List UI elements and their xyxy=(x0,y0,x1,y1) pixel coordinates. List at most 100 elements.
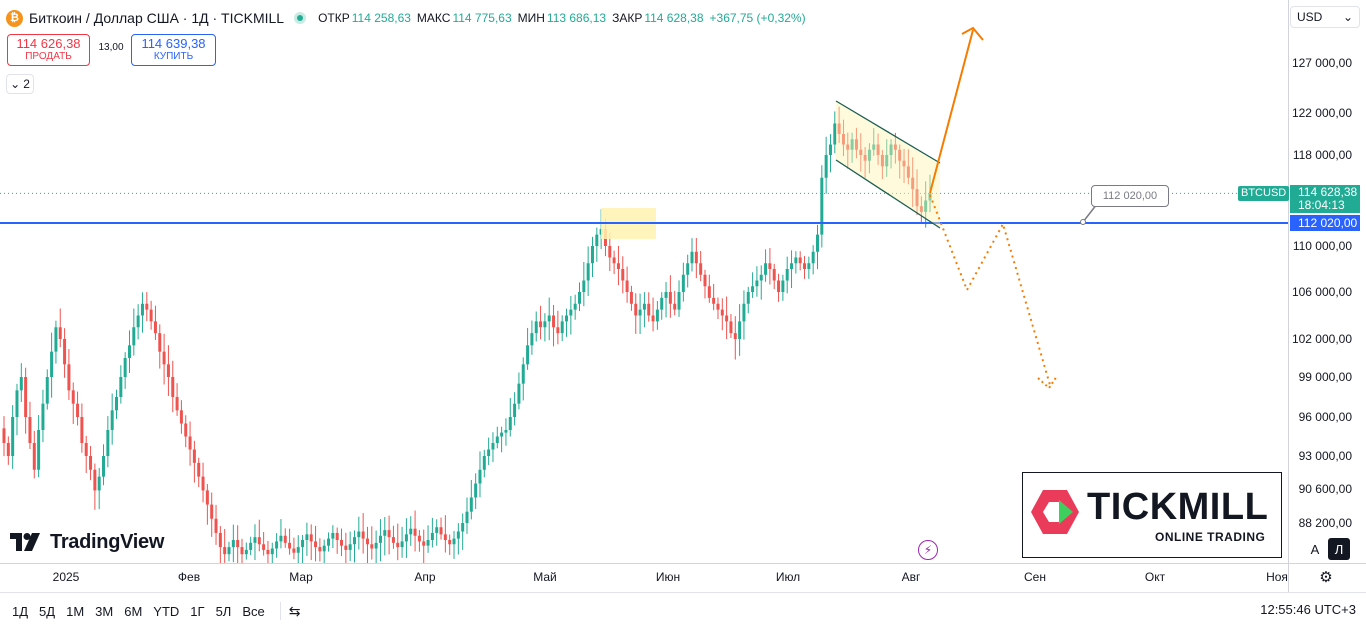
candle-body xyxy=(223,547,227,555)
candle-body xyxy=(677,292,681,310)
candle-body xyxy=(318,547,322,552)
level-callout[interactable]: 112 020,00 xyxy=(1091,185,1169,207)
candle xyxy=(811,245,815,275)
candle xyxy=(378,519,382,562)
candle-body xyxy=(785,269,789,281)
candle-body xyxy=(153,321,157,334)
candle xyxy=(474,473,478,509)
tickmill-logo: TICKMILL ONLINE TRADING xyxy=(1022,472,1282,558)
candle-body xyxy=(690,251,694,264)
candle xyxy=(573,294,577,320)
candle-body xyxy=(759,274,763,281)
date-tick-label: Июл xyxy=(775,570,801,584)
period-1d[interactable]: 1Д xyxy=(12,603,29,619)
candle-body xyxy=(703,274,707,287)
candle-body xyxy=(270,548,274,555)
period-3m[interactable]: 3М xyxy=(95,603,114,619)
symbol-title[interactable]: Биткоин / Доллар США · 1Д · TICKMILL xyxy=(29,10,285,26)
candle xyxy=(214,504,218,545)
candle xyxy=(552,305,556,347)
candle-body xyxy=(694,251,698,264)
candle-body xyxy=(89,456,93,470)
candle xyxy=(149,300,153,330)
indicators-collapse-button[interactable]: ⌄ 2 xyxy=(6,74,34,94)
price-tick-label: 118 000,00 xyxy=(1292,148,1352,162)
candle xyxy=(309,524,313,561)
candle xyxy=(374,530,378,563)
candle-body xyxy=(867,149,871,161)
candle xyxy=(314,525,318,562)
candle xyxy=(461,513,465,550)
candle-body xyxy=(893,144,897,150)
candle-body xyxy=(573,303,577,310)
candle xyxy=(543,313,547,342)
candle-body xyxy=(413,528,417,536)
candle xyxy=(500,426,504,453)
close-label: ЗАКР xyxy=(612,11,643,25)
candle xyxy=(504,418,508,446)
candle xyxy=(815,224,819,270)
candle xyxy=(417,530,421,552)
candle-body xyxy=(547,315,551,322)
candle xyxy=(270,542,274,563)
candle-body xyxy=(24,377,28,417)
candle-body xyxy=(716,303,720,310)
candle xyxy=(456,523,460,555)
buy-button[interactable]: 114 639,38 КУПИТЬ xyxy=(131,34,216,66)
auto-scale-button[interactable]: A xyxy=(1310,541,1320,557)
candle-body xyxy=(578,292,582,304)
log-scale-button[interactable]: Л xyxy=(1328,538,1350,560)
clock[interactable]: 12:55:46 UTC+3 xyxy=(1260,602,1356,617)
candle-body xyxy=(331,532,335,539)
candle-body xyxy=(210,504,214,519)
period-1m[interactable]: 1М xyxy=(66,603,85,619)
candle-body xyxy=(240,547,244,555)
candle xyxy=(478,451,482,498)
candle-body xyxy=(400,541,404,548)
candle xyxy=(11,405,15,469)
candle-body xyxy=(205,490,209,505)
sell-price: 114 626,38 xyxy=(16,36,81,51)
bearish-projection-path xyxy=(929,194,1051,386)
price-tick-label: 106 000,00 xyxy=(1291,285,1352,299)
period-6m[interactable]: 6М xyxy=(124,603,143,619)
candle xyxy=(911,157,915,207)
candle xyxy=(439,517,443,540)
candle xyxy=(720,298,724,331)
settings-gear-icon[interactable]: ⚙ xyxy=(1319,569,1333,586)
period-all[interactable]: Все xyxy=(242,603,265,619)
candle-body xyxy=(755,280,759,287)
candle-body xyxy=(145,303,149,310)
candle-body xyxy=(686,263,690,275)
candle-body xyxy=(149,309,153,322)
toolbar-divider xyxy=(279,602,281,620)
candle xyxy=(84,435,88,473)
candle xyxy=(106,416,110,468)
period-1y[interactable]: 1Г xyxy=(190,603,205,619)
low-value: 113 686,13 xyxy=(546,11,607,25)
channel-lower-line xyxy=(835,159,941,229)
period-5y[interactable]: 5Л xyxy=(215,603,232,619)
candle-body xyxy=(906,166,910,178)
price-tick-label: 102 000,00 xyxy=(1291,332,1352,346)
compare-date-range-icon[interactable]: ⇆ xyxy=(288,602,301,619)
sell-button[interactable]: 114 626,38 ПРОДАТЬ xyxy=(7,34,90,66)
tradingview-logo[interactable]: TradingView xyxy=(10,530,164,554)
bullish-projection-arrow xyxy=(929,29,974,194)
candle xyxy=(612,250,616,275)
candle xyxy=(288,528,292,555)
period-5d[interactable]: 5Д xyxy=(39,603,56,619)
candle xyxy=(547,297,551,341)
candle-body xyxy=(629,292,633,304)
lightning-icon[interactable]: ⚡ xyxy=(918,540,938,560)
period-ytd[interactable]: YTD xyxy=(153,603,180,619)
indicators-count: 2 xyxy=(23,77,30,91)
candle xyxy=(171,360,175,413)
candle xyxy=(443,515,447,553)
candle xyxy=(205,484,209,525)
candle-body xyxy=(651,315,655,322)
candle-body xyxy=(97,476,101,491)
currency-select[interactable]: USD ⌄ xyxy=(1290,6,1360,28)
candle xyxy=(97,467,101,510)
